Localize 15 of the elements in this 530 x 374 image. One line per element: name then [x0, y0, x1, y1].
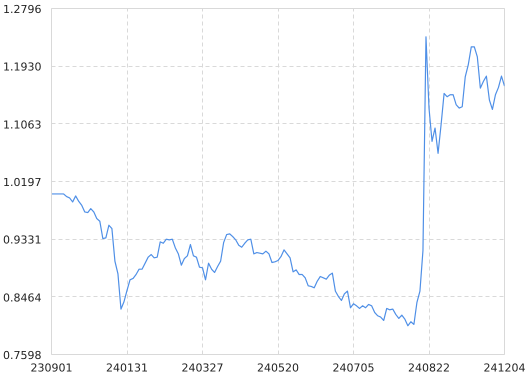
x-tick-label: 240520 — [257, 362, 300, 374]
y-tick-label: 1.1063 — [3, 118, 42, 132]
x-tick-label: 230901 — [30, 362, 73, 374]
y-tick-label: 1.0197 — [3, 176, 42, 189]
x-tick-label: 240327 — [182, 362, 224, 374]
y-tick-label: 0.7598 — [3, 349, 42, 362]
line-series — [52, 36, 504, 326]
y-tick-label: 1.2796 — [3, 3, 42, 16]
x-tick-label: 240822 — [408, 362, 450, 374]
x-tick-label: 241204 — [484, 362, 526, 374]
y-tick-label: 0.8464 — [3, 291, 42, 304]
y-tick-label: 0.9331 — [3, 234, 42, 247]
x-tick-label: 240131 — [106, 362, 148, 374]
x-tick-label: 240705 — [332, 362, 375, 374]
y-tick-label: 1.1930 — [3, 60, 42, 74]
